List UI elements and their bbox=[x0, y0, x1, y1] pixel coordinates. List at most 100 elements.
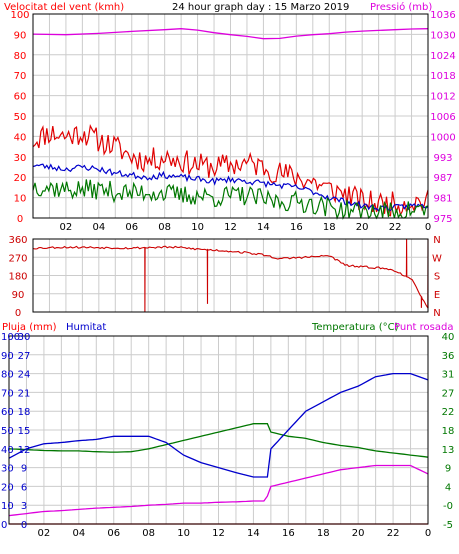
wind-speed-axis-label: Velocitat del vent (kmh) bbox=[4, 2, 124, 13]
pressure-axis-label: Pressió (mb) bbox=[370, 1, 432, 13]
humidity-y-tick: 18 bbox=[18, 407, 31, 418]
climate-x-tick: 20 bbox=[352, 528, 365, 539]
temperature-y-tick: 36 bbox=[442, 351, 455, 362]
climate-panel-frame bbox=[8, 335, 429, 525]
wind-x-tick: 04 bbox=[92, 222, 105, 233]
direction-y-tick: 180 bbox=[8, 272, 27, 283]
pressure-y-tick: 1012 bbox=[430, 92, 455, 103]
wind-x-tick: 0 bbox=[425, 222, 431, 233]
climate-x-tick: 0 bbox=[425, 528, 431, 539]
wind-x-tick: 02 bbox=[60, 222, 73, 233]
pressure-y-tick: 975 bbox=[433, 214, 452, 225]
dew-point-line bbox=[8, 464, 429, 517]
humidity-y-tick: 0 bbox=[21, 520, 27, 531]
wind-x-tick: 16 bbox=[290, 222, 303, 233]
rain-y-tick: 70 bbox=[1, 388, 14, 399]
wind-y-tick: 10 bbox=[14, 194, 27, 205]
wind-x-tick: 22 bbox=[389, 222, 402, 233]
compass-y-tick: W bbox=[432, 253, 442, 264]
wind-x-tick: 08 bbox=[158, 222, 171, 233]
rain-y-tick: 60 bbox=[1, 407, 14, 418]
humidity-y-tick: 6 bbox=[21, 482, 27, 493]
rain-y-tick: 100 bbox=[1, 332, 20, 343]
temperature-y-tick: 13 bbox=[442, 445, 455, 456]
temperature-y-tick: -0 bbox=[443, 501, 453, 512]
wind-y-tick: 30 bbox=[14, 153, 27, 164]
wind-series-line bbox=[32, 179, 429, 221]
humidity-y-tick: 3 bbox=[21, 501, 27, 512]
rain-axis-label: Pluja (mm) bbox=[2, 322, 57, 333]
temperature-y-tick: 22 bbox=[442, 407, 455, 418]
temperature-y-tick: 9 bbox=[445, 464, 451, 475]
climate-x-tick: 06 bbox=[107, 528, 120, 539]
direction-y-tick: 270 bbox=[8, 253, 27, 264]
pressure-y-tick: 993 bbox=[433, 153, 452, 164]
temperature-y-tick: 27 bbox=[442, 388, 455, 399]
climate-x-tick: 22 bbox=[387, 528, 400, 539]
compass-y-tick: E bbox=[434, 290, 440, 301]
direction-y-tick: 360 bbox=[8, 235, 27, 246]
compass-y-tick: N bbox=[433, 235, 440, 246]
wind-x-tick: 20 bbox=[356, 222, 369, 233]
wind-y-tick: 90 bbox=[14, 30, 27, 41]
climate-x-tick: 18 bbox=[317, 528, 330, 539]
rain-y-tick: 20 bbox=[1, 482, 14, 493]
wind-y-tick: 60 bbox=[14, 92, 27, 103]
direction-line bbox=[32, 238, 429, 313]
wind-x-tick: 18 bbox=[323, 222, 336, 233]
chart-title: 24 hour graph day : 15 Marzo 2019 bbox=[172, 2, 349, 13]
climate-x-tick: 04 bbox=[72, 528, 85, 539]
wind-series-line bbox=[32, 163, 429, 212]
humidity-y-tick: 21 bbox=[18, 388, 31, 399]
humidity-y-tick: 12 bbox=[18, 445, 31, 456]
climate-x-tick: 02 bbox=[38, 528, 51, 539]
wind-x-tick: 12 bbox=[224, 222, 237, 233]
humidity-y-tick: 30 bbox=[18, 332, 31, 343]
wind-y-tick: 100 bbox=[10, 10, 29, 21]
temperature-y-tick: 31 bbox=[442, 370, 455, 381]
grid-layer bbox=[9, 13, 428, 525]
humidity-y-tick: 24 bbox=[18, 370, 31, 381]
temperature-y-tick: 4 bbox=[445, 482, 451, 493]
wind-x-tick: 10 bbox=[191, 222, 204, 233]
pressure-y-tick: 1030 bbox=[430, 30, 455, 41]
pressure-y-tick: 1018 bbox=[430, 71, 455, 82]
humidity-y-tick: 15 bbox=[18, 426, 31, 437]
axes-layer: 0102030405060708090100975981987993100010… bbox=[1, 10, 456, 539]
rain-y-tick: 80 bbox=[1, 370, 14, 381]
humidity-axis-label: Humitat bbox=[66, 322, 106, 333]
pressure-line bbox=[32, 28, 429, 40]
rain-y-tick: 40 bbox=[1, 445, 14, 456]
compass-y-tick: N bbox=[433, 308, 440, 319]
pressure-y-tick: 1006 bbox=[430, 112, 455, 123]
climate-x-tick: 16 bbox=[282, 528, 295, 539]
dew-point-axis-label: Punt rosada bbox=[394, 322, 453, 333]
wind-panel-frame bbox=[32, 13, 429, 219]
humidity-y-tick: 9 bbox=[21, 464, 27, 475]
humidity-y-tick: 27 bbox=[18, 351, 31, 362]
pressure-y-tick: 1036 bbox=[430, 10, 455, 21]
humidity-line bbox=[8, 372, 429, 478]
wind-y-tick: 70 bbox=[14, 71, 27, 82]
pressure-y-tick: 1024 bbox=[430, 51, 455, 62]
temperature-y-tick: 40 bbox=[442, 332, 455, 343]
rain-y-tick: 50 bbox=[1, 426, 14, 437]
climate-x-tick: 12 bbox=[212, 528, 225, 539]
climate-x-tick: 08 bbox=[142, 528, 155, 539]
temperature-line bbox=[8, 423, 429, 458]
direction-panel-frame bbox=[32, 238, 429, 313]
pressure-y-tick: 1000 bbox=[430, 132, 455, 143]
wind-y-tick: 50 bbox=[14, 112, 27, 123]
wind-x-tick: 14 bbox=[257, 222, 270, 233]
climate-x-tick: 10 bbox=[177, 528, 190, 539]
direction-y-tick: 0 bbox=[15, 308, 21, 319]
rain-y-tick: 30 bbox=[1, 464, 14, 475]
compass-y-tick: S bbox=[434, 272, 440, 283]
climate-x-tick: 14 bbox=[247, 528, 260, 539]
temperature-y-tick: 18 bbox=[442, 426, 455, 437]
temperature-y-tick: -5 bbox=[443, 520, 453, 531]
pressure-y-tick: 981 bbox=[433, 194, 452, 205]
direction-y-tick: 90 bbox=[12, 290, 25, 301]
wind-x-tick: 06 bbox=[125, 222, 138, 233]
